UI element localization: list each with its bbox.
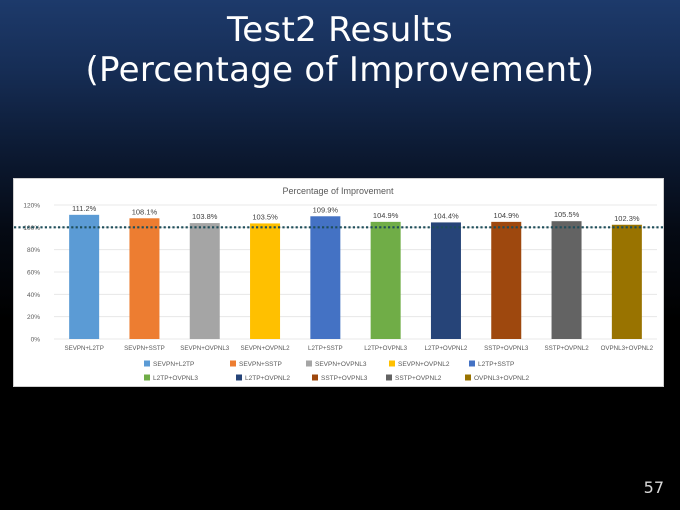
legend-label: SSTP+OVPNL2 <box>395 375 442 382</box>
bar-chart: Percentage of Improvement 0% 20% 40% 60% 80%… <box>14 186 663 382</box>
legend-swatch <box>312 374 318 381</box>
legend-swatch <box>465 374 471 381</box>
legend-swatch <box>469 360 475 367</box>
x-category-label: SEVPN+L2TP <box>64 345 103 352</box>
y-tick-label: 120% <box>23 203 40 210</box>
y-tick-label: 40% <box>27 292 40 299</box>
bar <box>189 223 220 339</box>
bar-value-label: 104.9% <box>373 211 399 220</box>
x-category-label: L2TP+OVPNL2 <box>425 345 468 352</box>
bar-value-label: 102.3% <box>614 214 640 223</box>
legend-swatch <box>144 374 150 381</box>
bar <box>430 222 461 339</box>
bar-value-label: 105.5% <box>554 210 580 219</box>
chart-title: Percentage of Improvement <box>282 186 394 196</box>
bar <box>370 221 401 339</box>
bar-value-label: 103.5% <box>252 212 278 221</box>
bar <box>310 216 341 339</box>
slide-title-line-1: Test2 Results <box>226 10 454 50</box>
page-number: 57 <box>643 478 664 497</box>
x-category-label: SSTP+OVPNL3 <box>484 345 529 352</box>
x-category-label: SEVPN+SSTP <box>124 345 165 352</box>
bar <box>491 221 522 339</box>
y-tick-label: 0% <box>31 337 41 344</box>
x-category-label: L2TP+OVPNL3 <box>364 345 407 352</box>
legend-swatch <box>386 374 392 381</box>
bar-value-label: 103.8% <box>192 212 218 221</box>
legend-label: SEVPN+OVPNL3 <box>315 361 367 368</box>
bar-value-label: 108.1% <box>132 207 158 216</box>
legend-label: SSTP+OVPNL3 <box>321 375 368 382</box>
bar <box>129 218 160 339</box>
x-category-label: SSTP+OVPNL2 <box>544 345 589 352</box>
bar <box>551 221 582 339</box>
x-category-label: SEVPN+OVPNL3 <box>180 345 230 352</box>
bar <box>69 214 100 339</box>
x-category-label: OVPNL3+OVPNL2 <box>601 345 654 352</box>
legend-swatch <box>389 360 395 367</box>
legend-swatch <box>144 360 150 367</box>
bar <box>250 223 281 339</box>
y-tick-label: 20% <box>27 314 40 321</box>
slide-title-line-2: (Percentage of Improvement) <box>85 50 595 90</box>
bar-value-label: 111.2% <box>72 204 97 213</box>
y-tick-label: 80% <box>27 247 40 254</box>
legend-label: OVPNL3+OVPNL2 <box>474 375 529 382</box>
legend-label: SEVPN+SSTP <box>239 361 282 368</box>
legend-label: L2TP+OVPNL3 <box>153 375 198 382</box>
y-tick-label: 60% <box>27 270 40 277</box>
legend-swatch <box>306 360 312 367</box>
slide-title: Test2 Results (Percentage of Improvement… <box>0 10 680 90</box>
x-category-label: L2TP+SSTP <box>308 345 343 352</box>
legend-label: SEVPN+OVPNL2 <box>398 361 450 368</box>
x-category-label: SEVPN+OVPNL2 <box>241 345 291 352</box>
legend-swatch <box>230 360 236 367</box>
legend-label: L2TP+OVPNL2 <box>245 375 290 382</box>
bar-value-label: 104.9% <box>494 211 520 220</box>
bar-value-label: 109.9% <box>313 205 339 214</box>
bar <box>611 224 642 339</box>
bar-value-label: 104.4% <box>433 211 459 220</box>
chart-panel: Percentage of Improvement 0% 20% 40% 60% 80%… <box>13 178 664 387</box>
legend-swatch <box>236 374 242 381</box>
legend-label: L2TP+SSTP <box>478 361 514 368</box>
legend-label: SEVPN+L2TP <box>153 361 194 368</box>
